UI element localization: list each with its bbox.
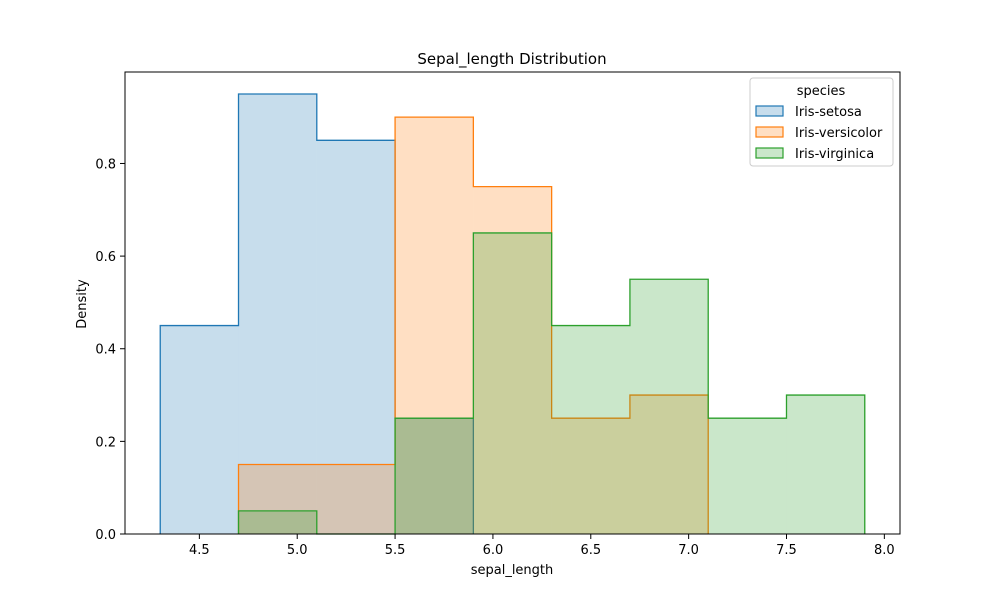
- bar-series-1-bin-3: [316, 140, 396, 534]
- bar-series-3-bin-6: [551, 325, 630, 534]
- series-2: [237, 116, 709, 534]
- bar-series-2-bin-4: [395, 117, 474, 534]
- y-tick-label: 0.0: [95, 528, 116, 543]
- y-tick-label: 0.4: [95, 343, 116, 358]
- x-tick-label: 7.5: [776, 543, 797, 558]
- x-tick-label: 7.0: [678, 543, 699, 558]
- x-tick-label: 4.5: [189, 543, 210, 558]
- bar-series-1-bin-1: [160, 325, 239, 534]
- bar-series-3-bin-7: [629, 279, 709, 534]
- plot-area: 4.5 5.0 5.5 6.0 6.5 7.0 7.5 8.0 0.0 0.2 0.4 0.6 0.8: [95, 71, 901, 558]
- y-axis-label: Density: [75, 279, 90, 329]
- y-tick-label: 0.8: [95, 157, 116, 172]
- x-tick-label: 6.5: [580, 543, 601, 558]
- chart-title: Sepal_length Distribution: [417, 50, 606, 69]
- bar-series-3-bin-9: [786, 395, 865, 534]
- y-tick-label: 0.6: [95, 250, 116, 265]
- x-tick-label: 6.0: [483, 543, 504, 558]
- bar-series-2-bin-5: [473, 186, 552, 534]
- bar-series-2-bin-6: [551, 418, 630, 534]
- legend-label-1: Iris-setosa: [795, 105, 862, 120]
- bar-series-1-bin-4: [395, 418, 474, 534]
- x-axis-label: sepal_length: [471, 563, 554, 578]
- x-tick-label: 5.0: [287, 543, 308, 558]
- bar-series-2-bin-2: [238, 464, 317, 534]
- outline-series-3: [237, 232, 866, 535]
- x-tick-label: 5.5: [385, 543, 406, 558]
- bar-series-2-bin-3: [316, 464, 396, 534]
- legend-swatch-2: [755, 126, 784, 138]
- legend-label-3: Iris-virginica: [795, 147, 874, 162]
- bar-series-3-bin-8: [708, 418, 787, 534]
- axes-frame: [124, 71, 901, 535]
- bar-series-3-bin-5: [473, 232, 552, 534]
- outline-series-2: [237, 116, 709, 534]
- legend: species Iris-setosa Iris-versicolor Iris-v…: [749, 77, 894, 167]
- y-tick-label: 0.2: [95, 435, 116, 450]
- legend-label-2: Iris-versicolor: [795, 126, 883, 141]
- series-1: [159, 93, 475, 534]
- legend-swatch-3: [755, 147, 784, 159]
- x-tick-label: 8.0: [874, 543, 895, 558]
- bar-series-3-bin-2: [238, 510, 317, 534]
- bar-series-2-bin-7: [629, 395, 709, 534]
- series-3: [237, 232, 866, 535]
- legend-title: species: [797, 84, 846, 99]
- bar-series-1-bin-2: [238, 94, 317, 534]
- bar-series-3-bin-4: [395, 418, 474, 534]
- legend-frame: [749, 77, 894, 167]
- legend-swatch-1: [755, 105, 784, 117]
